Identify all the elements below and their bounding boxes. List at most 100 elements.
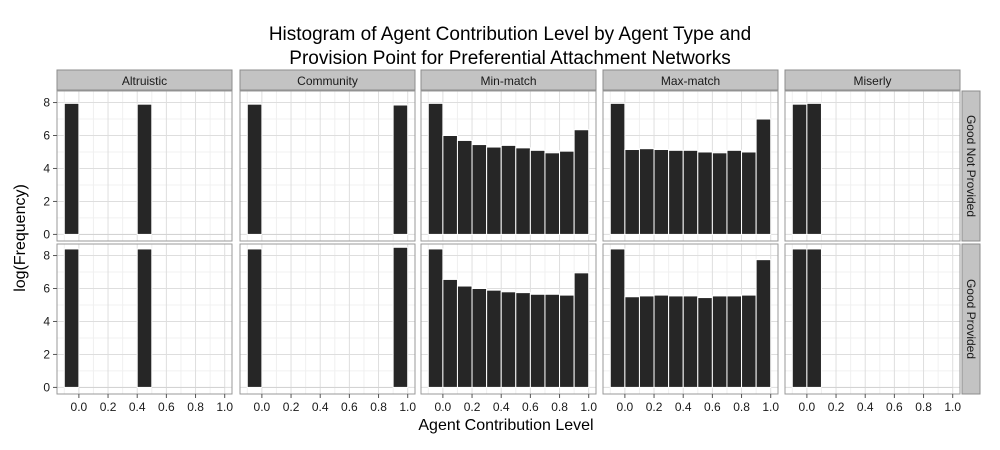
histogram-bar — [697, 297, 713, 388]
x-tick-label: 0.8 — [187, 400, 204, 414]
histogram-bar — [544, 152, 561, 235]
histogram-bar — [442, 135, 458, 235]
panel — [784, 90, 961, 242]
x-tick-label: 0.0 — [435, 400, 452, 414]
x-tick-label: 0.8 — [733, 400, 750, 414]
histogram-bar — [755, 118, 772, 235]
histogram-bar — [624, 296, 640, 388]
histogram-bar — [246, 248, 263, 388]
histogram-bar — [806, 248, 822, 388]
x-tick-label: 0.6 — [341, 400, 358, 414]
histogram-bar — [392, 246, 409, 388]
panel: 0.0 0.2 0.4 0.6 0.8 1.0 — [784, 243, 961, 414]
x-tick-label: 1.0 — [216, 400, 233, 414]
histogram-bar — [486, 289, 502, 388]
x-tick-label: 0.2 — [283, 400, 300, 414]
histogram-bar — [573, 129, 590, 235]
panel — [420, 90, 597, 242]
y-axis-title: log(Frequency) — [12, 184, 29, 292]
y-tick-label: 8 — [43, 96, 50, 110]
column-strip — [420, 69, 597, 91]
panel-border — [239, 90, 416, 242]
histogram-bar — [791, 248, 808, 388]
x-tick-label: 0.0 — [254, 400, 271, 414]
histogram-bar — [515, 292, 531, 388]
histogram-bar — [515, 147, 531, 235]
histogram-bar — [529, 293, 546, 388]
histogram-bar — [500, 144, 517, 235]
column-strip-label: Community — [297, 74, 358, 88]
x-tick-label: 1.0 — [762, 400, 779, 414]
x-axis-title: Agent Contribution Level — [418, 417, 593, 434]
x-tick-label: 0.4 — [493, 400, 510, 414]
y-tick-label: 2 — [43, 194, 50, 208]
x-tick-label: 0.8 — [551, 400, 568, 414]
histogram-bar — [638, 295, 655, 388]
histogram-bar — [529, 149, 546, 235]
histogram-bar — [638, 148, 655, 235]
x-tick-label: 0.2 — [828, 400, 845, 414]
histogram-bar — [573, 272, 590, 388]
x-tick-label: 0.4 — [312, 400, 329, 414]
y-tick-label: 8 — [43, 249, 50, 263]
x-tick-label: 0.6 — [522, 400, 539, 414]
histogram-bar — [609, 248, 626, 388]
histogram-bar — [63, 102, 80, 235]
panel-border — [420, 243, 597, 395]
x-tick-label: 0.0 — [617, 400, 634, 414]
row-strip — [961, 90, 981, 242]
panel: 0.0 0.2 0.4 0.6 0.8 1.0 — [602, 243, 779, 414]
histogram-bar — [806, 102, 822, 235]
x-tick-label: 0.4 — [129, 400, 146, 414]
chart-title-line-1: Histogram of Agent Contribution Level by… — [269, 24, 751, 45]
panel-border — [56, 90, 233, 242]
histogram-bar — [711, 152, 728, 235]
x-tick-label: 0.2 — [100, 400, 117, 414]
y-tick-label: 2 — [43, 347, 50, 361]
column-strip — [56, 69, 233, 91]
histogram-bar — [136, 103, 153, 235]
row-strip-label: Good Provided — [964, 279, 978, 359]
panel-border — [602, 243, 779, 395]
histogram-bar — [456, 285, 473, 388]
histogram-bar — [427, 102, 444, 235]
y-tick-label: 6 — [43, 129, 50, 143]
row-strip-label: Good Not Provided — [964, 115, 978, 217]
x-tick-label: 0.8 — [915, 400, 932, 414]
panel-border — [784, 90, 961, 242]
histogram-bar — [697, 151, 713, 235]
y-tick-label: 0 — [43, 380, 50, 394]
histogram-bar — [544, 293, 561, 388]
panels-layer: Altruistic 0 2 4 6 8 0 2 4 6 8 0.0 0.2 0.4 0.6 0.8 1.0 Co… — [43, 69, 981, 414]
histogram-bar — [726, 295, 743, 388]
column-strip-label: Miserly — [854, 74, 892, 88]
y-tick-label: 4 — [43, 314, 50, 328]
histogram-bar — [653, 149, 670, 235]
panel-background — [240, 91, 415, 241]
histogram-bar — [741, 151, 757, 235]
panel-border — [56, 243, 233, 395]
column-strip — [239, 69, 416, 91]
column-strip-label: Max-match — [661, 74, 720, 88]
histogram-bar — [682, 295, 699, 388]
panel-border — [239, 243, 416, 395]
histogram-bar — [246, 103, 263, 235]
histogram-bar — [653, 294, 670, 388]
y-tick-label: 6 — [43, 282, 50, 296]
histogram-bar — [471, 144, 488, 235]
histogram-bar — [755, 259, 772, 388]
x-tick-label: 0.0 — [71, 400, 88, 414]
chart-title-line-2: Provision Point for Preferential Attachm… — [289, 48, 730, 69]
x-tick-label: 0.2 — [646, 400, 663, 414]
histogram-bar — [500, 291, 517, 388]
column-strip — [784, 69, 961, 91]
panel: 0 2 4 6 8 — [43, 90, 233, 242]
histogram-bar — [682, 149, 699, 235]
panel-border — [784, 243, 961, 395]
row-strip — [961, 243, 981, 395]
histogram-bar — [392, 104, 409, 235]
histogram-bar — [559, 150, 575, 235]
panel — [602, 90, 779, 242]
histogram-bar — [442, 278, 458, 388]
